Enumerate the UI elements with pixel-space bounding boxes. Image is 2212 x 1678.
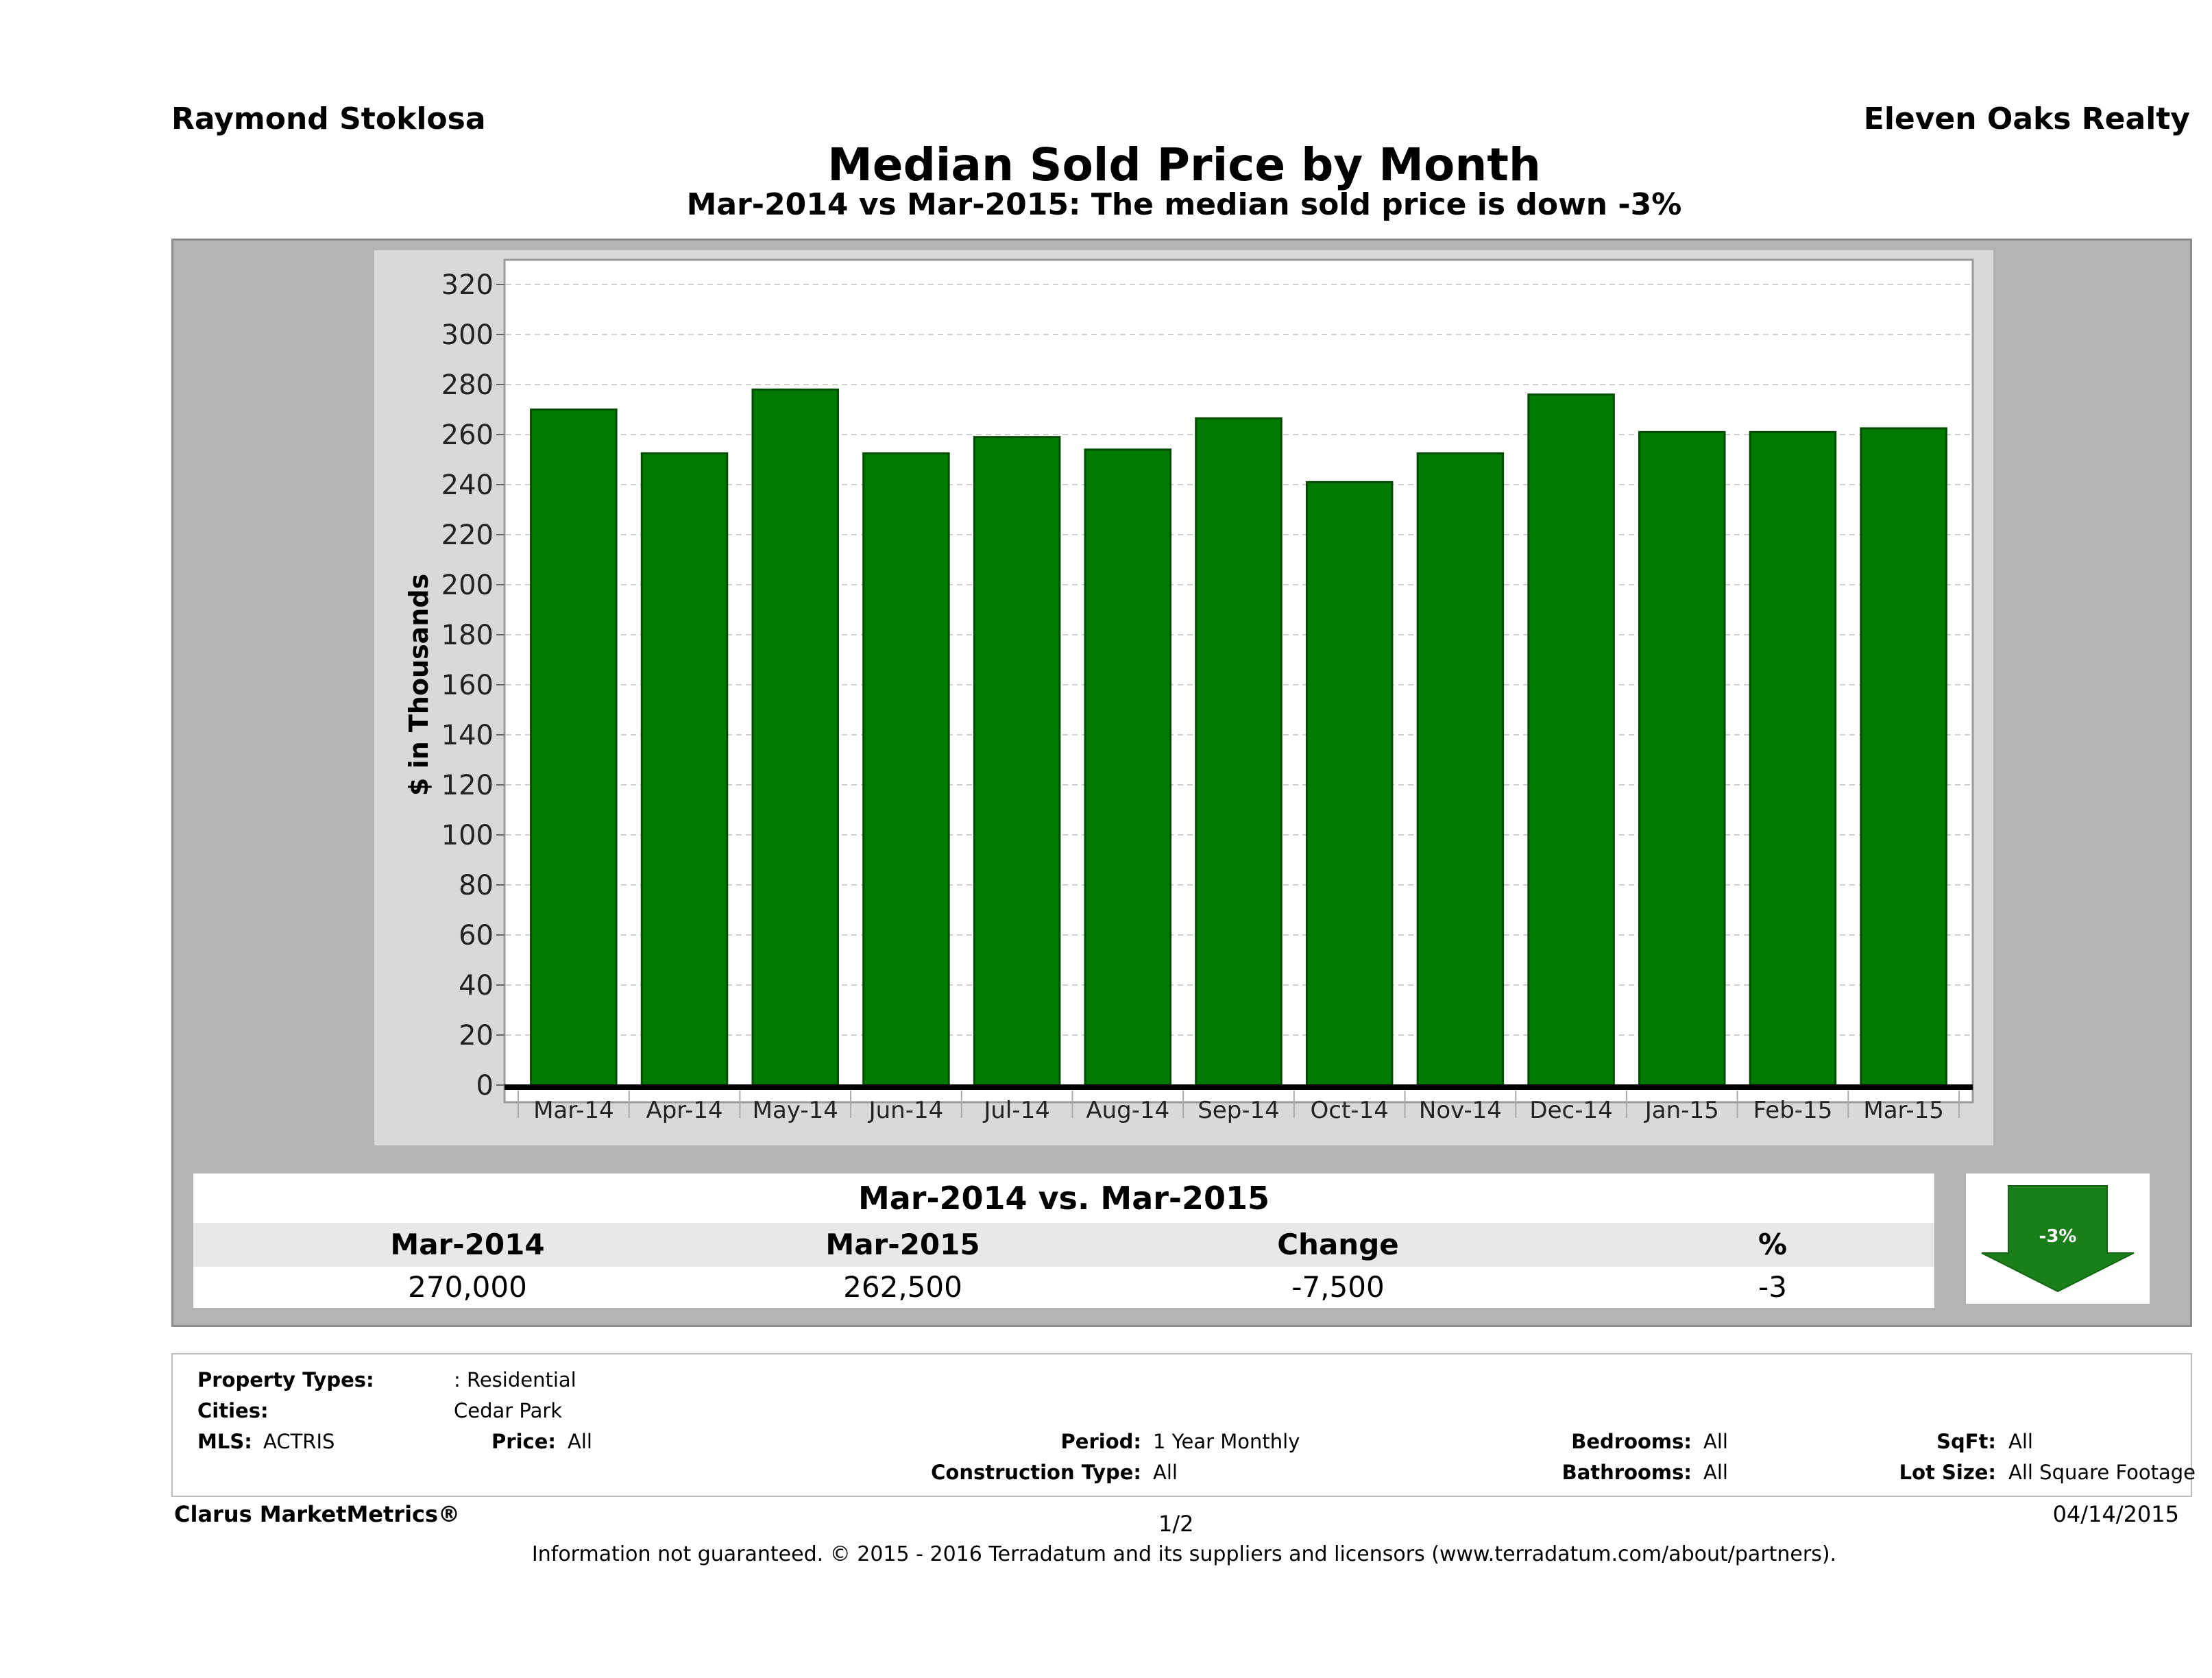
y-tick-label: 120: [441, 770, 494, 801]
x-tick-label: Jul-14: [982, 1097, 1050, 1124]
y-tick-label: 100: [441, 820, 494, 851]
summary-end-value: 262,500: [843, 1270, 962, 1304]
company-name: Eleven Oaks Realty: [1863, 101, 2190, 136]
mls-label: MLS:: [197, 1430, 252, 1453]
footer-brand: Clarus MarketMetrics®: [174, 1501, 461, 1527]
y-tick-label: 300: [441, 319, 494, 351]
y-tick-label: 20: [459, 1020, 494, 1051]
badge-label: -3%: [2039, 1226, 2077, 1247]
period-label: Period:: [1060, 1430, 1141, 1453]
y-tick-label: 80: [459, 870, 494, 901]
summary-col-change: Change: [1277, 1228, 1399, 1261]
y-tick-label: 240: [441, 470, 494, 501]
summary-start-value: 270,000: [408, 1270, 527, 1304]
y-tick-label: 220: [441, 520, 494, 551]
y-tick-label: 40: [459, 970, 494, 1001]
sqft-value: All: [2008, 1430, 2033, 1453]
price-value: All: [568, 1430, 592, 1453]
summary-percent-value: -3: [1758, 1270, 1787, 1304]
bar: [1416, 452, 1505, 1086]
y-tick-label: 140: [441, 720, 494, 751]
down-arrow-icon: -3%: [1981, 1185, 2135, 1293]
bar: [530, 409, 618, 1086]
construction-type-label: Construction Type:: [931, 1461, 1141, 1484]
summary-value-row: 270,000 262,500 -7,500 -3: [193, 1267, 1934, 1308]
x-tick-label: Dec-14: [1529, 1097, 1612, 1124]
agent-name: Raymond Stoklosa: [171, 101, 486, 136]
bar: [640, 452, 729, 1086]
summary-heading: Mar-2014 vs. Mar-2015: [193, 1174, 1934, 1223]
filter-panel: Property Types: : Residential Cities: Ce…: [171, 1353, 2196, 1497]
y-tick-label: 60: [459, 920, 494, 951]
y-axis-label: $ in Thousands: [404, 574, 434, 796]
bar: [1860, 427, 1947, 1086]
chart-subtitle: Mar-2014 vs Mar-2015: The median sold pr…: [686, 187, 1682, 222]
bathrooms-value: All: [1703, 1461, 1728, 1484]
summary-change-value: -7,500: [1291, 1270, 1385, 1304]
bar-chart: 0 20 40 60 80 100 120 140 160 180 200 220 240 260 280 3…: [404, 258, 1974, 1124]
bar: [1195, 417, 1283, 1086]
y-tick-label: 260: [441, 420, 494, 451]
construction-type-value: All: [1153, 1461, 1178, 1484]
bar: [1305, 481, 1394, 1086]
cities-value: Cedar Park: [454, 1399, 563, 1422]
x-tick-label: May-14: [753, 1097, 838, 1124]
x-tick-label: Sep-14: [1198, 1097, 1280, 1124]
y-tick-label: 200: [441, 570, 494, 601]
sqft-label: SqFt:: [1936, 1430, 1996, 1453]
bar: [973, 436, 1061, 1086]
page-number: 1/2: [1158, 1511, 1194, 1537]
y-tick-label: 0: [476, 1070, 494, 1102]
disclaimer: Information not guaranteed. © 2015 - 201…: [531, 1542, 1837, 1566]
summary-header-row: Mar-2014 Mar-2015 Change %: [193, 1223, 1934, 1267]
period-value: 1 Year Monthly: [1153, 1430, 1300, 1453]
bedrooms-value: All: [1703, 1430, 1728, 1453]
property-types-value: : Residential: [454, 1368, 576, 1391]
x-tick-label: Nov-14: [1419, 1097, 1502, 1124]
x-tick-label: Mar-14: [533, 1097, 614, 1124]
x-tick-label: Jan-15: [1644, 1097, 1719, 1124]
summary-col-end: Mar-2015: [825, 1228, 980, 1261]
bar: [751, 388, 839, 1086]
y-tick-label: 160: [441, 670, 494, 701]
cities-label: Cities:: [197, 1399, 269, 1422]
x-tick-label: Feb-15: [1753, 1097, 1833, 1124]
y-tick-label: 280: [441, 369, 494, 401]
x-tick-label: Jun-14: [868, 1097, 944, 1124]
chart-title: Median Sold Price by Month: [827, 138, 1541, 191]
y-tick-label: 320: [441, 269, 494, 301]
bar: [862, 452, 950, 1086]
price-label: Price:: [491, 1430, 556, 1453]
bathrooms-label: Bathrooms:: [1561, 1461, 1692, 1484]
report-date: 04/14/2015: [2052, 1501, 2179, 1527]
bar: [1084, 448, 1172, 1086]
bedrooms-label: Bedrooms:: [1571, 1430, 1692, 1453]
bar: [1749, 430, 1837, 1086]
lot-size-label: Lot Size:: [1899, 1461, 1996, 1484]
summary-col-start: Mar-2014: [390, 1228, 545, 1261]
chart-area: 0 20 40 60 80 100 120 140 160 180 200 220 240 260 280 3…: [374, 250, 1993, 1145]
summary-col-percent: %: [1758, 1228, 1788, 1261]
x-tick-label: Oct-14: [1311, 1097, 1389, 1124]
x-tick-label: Apr-14: [646, 1097, 722, 1124]
change-badge: -3%: [1966, 1174, 2150, 1304]
bar: [1527, 393, 1615, 1086]
mls-value: ACTRIS: [263, 1430, 335, 1453]
x-tick-label: Mar-15: [1863, 1097, 1944, 1124]
y-tick-label: 180: [441, 620, 494, 651]
bar: [1638, 430, 1726, 1086]
lot-size-value: All Square Footage: [2008, 1461, 2196, 1484]
property-types-label: Property Types:: [197, 1368, 374, 1391]
x-tick-label: Aug-14: [1086, 1097, 1169, 1124]
